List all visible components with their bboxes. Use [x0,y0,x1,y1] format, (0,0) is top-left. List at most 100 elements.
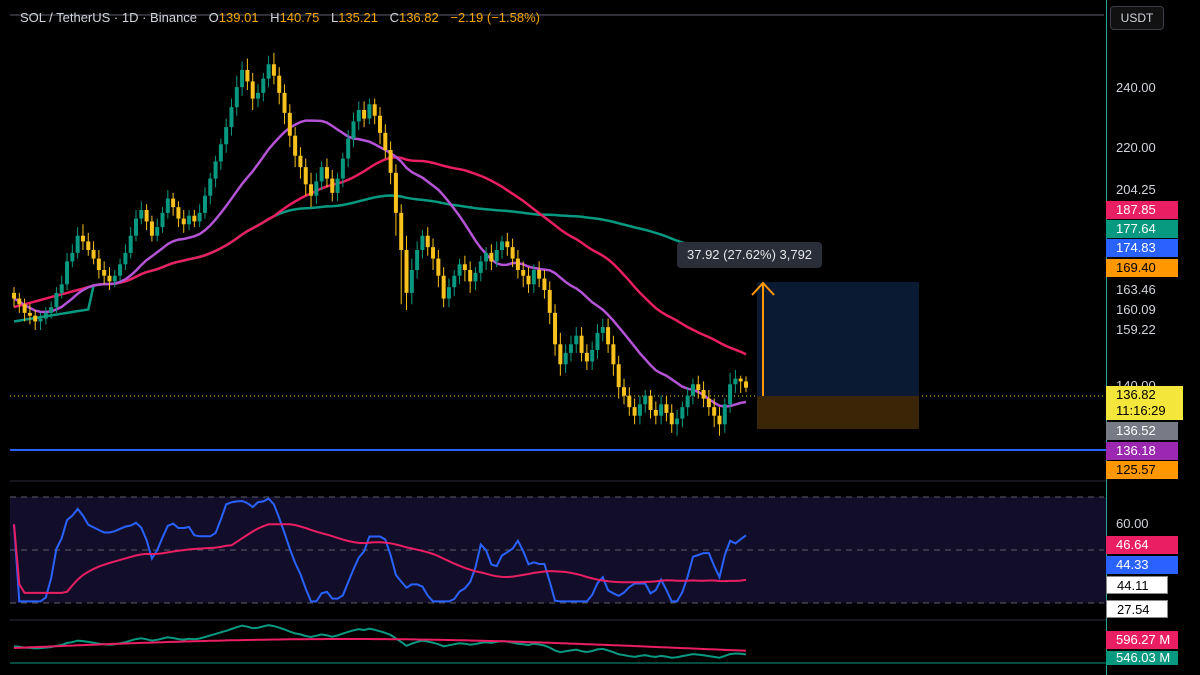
candle-body [446,287,451,299]
candle-body [240,70,245,88]
axis-tick: 163.46 [1116,282,1156,297]
candle-body [722,404,727,425]
axis-tick: 220.00 [1116,140,1156,155]
candle-body [128,235,133,253]
rsi-ma-line [13,523,747,594]
volume-value-label: 546.03 M [1106,651,1178,665]
candle-body [314,181,319,196]
candle-body [606,327,611,345]
candle-body [595,332,600,350]
candle-body [489,252,494,262]
ma-mid-price-label: 177.64 [1106,220,1178,238]
candle-body [330,178,335,193]
candle-body [659,404,664,416]
open-value: 139.01 [218,10,259,25]
candle-body [393,172,398,213]
candle-body [187,215,192,225]
stop-zone[interactable] [757,396,919,429]
candle-body [537,270,542,279]
candle-body [171,198,176,208]
candle-body [54,292,59,308]
candle-body [378,115,382,133]
candle-body [197,212,202,222]
rsi-band [10,497,1106,603]
candle-body [27,312,32,316]
chart-canvas[interactable] [0,0,1106,675]
axis-tick: 204.25 [1116,182,1156,197]
candle-body [319,167,324,182]
candle-body [622,387,626,396]
change-value: −2.19 (−1.58%) [450,10,540,25]
candle-body [685,395,690,408]
candle-body [208,178,213,196]
candle-body [473,272,478,282]
candle-body [510,247,515,259]
candle-body [298,155,303,168]
candle-body [149,221,154,236]
candle-body [12,292,16,299]
candle-body [38,318,43,322]
high-label: H [270,10,280,25]
rsi-line [13,497,747,603]
candle-body [192,215,197,222]
target-zone[interactable] [757,282,919,396]
price-axis[interactable] [1106,0,1200,675]
volume-line [13,624,747,659]
candle-body [563,352,568,365]
candle-body [680,407,685,419]
candle-body [696,384,701,390]
open-label: O [208,10,219,25]
candle-body [123,252,128,265]
candle-body [452,275,457,288]
candle-body [335,178,340,193]
currency-button[interactable]: USDT [1110,6,1164,30]
low-label: L [330,10,339,25]
candle-body [701,390,706,399]
candle-body [49,307,54,313]
candle-body [75,235,80,253]
symbol-legend[interactable]: SOL / TetherUS · 1D · Binance O139.01 H1… [20,10,540,25]
ma-mid-line [13,156,747,356]
candle-body [351,121,356,139]
candle-body [632,407,637,416]
rsi-value-label: 44.33 [1106,556,1178,574]
symbol-title[interactable]: SOL / TetherUS · 1D · Binance [20,10,198,25]
candle-body [500,241,504,250]
candle-body [590,350,595,362]
candle-body [287,112,292,136]
candle-body [712,407,717,416]
bar-countdown: 11:16:29 [1116,403,1166,418]
candle-body [107,275,112,282]
candle-body [176,207,181,219]
candle-body [33,315,38,322]
candle-body [738,378,743,382]
candle-body [553,312,558,345]
candle-body [139,210,144,219]
candle-body [568,344,573,353]
candle-body [744,381,748,388]
candle-body [637,404,642,416]
axis-tick: 240.00 [1116,80,1156,95]
candle-body [59,284,64,293]
candle-body [165,198,170,213]
candle-body [542,278,547,290]
volume-ma-line [13,638,747,652]
axis-tick: 159.22 [1116,322,1156,337]
candle-body [245,70,250,82]
candle-body [669,412,674,425]
ma-fast-line [13,119,747,408]
candle-body [494,250,499,262]
candle-body [648,395,653,410]
candle-body [155,227,160,236]
candle-body [706,398,711,408]
candle-body [462,264,467,270]
candle-body [112,275,117,282]
candle-body [675,418,680,425]
candle-body [229,107,234,128]
candle-body [213,161,218,179]
candle-body [202,195,207,213]
candle-body [627,395,632,408]
candle-body [70,252,75,262]
candle-body [468,270,473,282]
candle-body [409,270,414,293]
